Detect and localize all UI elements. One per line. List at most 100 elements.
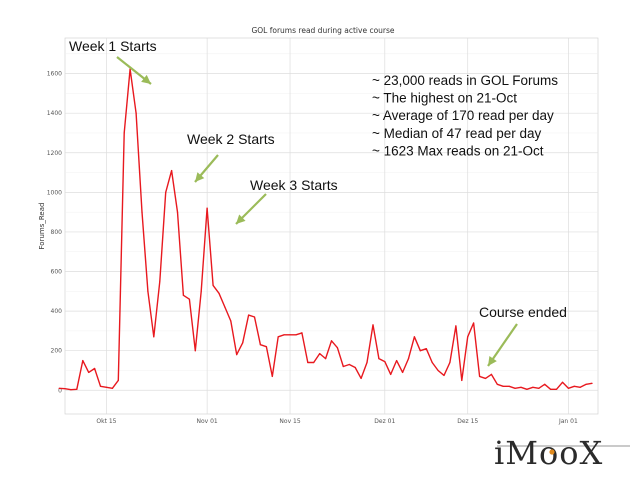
annotation-arrow (235, 193, 267, 225)
annotation-labels: Week 1 Starts Week 2 Starts Week 3 Starts C… (69, 38, 567, 320)
data-point (378, 358, 380, 360)
data-point (224, 306, 226, 308)
data-point (301, 332, 303, 334)
series-points (58, 68, 593, 391)
stat-line: ~ 23,000 reads in GOL Forums (372, 73, 558, 88)
data-point (188, 298, 190, 300)
grid-layer (65, 38, 598, 414)
data-point (58, 387, 60, 389)
data-point (461, 379, 463, 381)
data-point (526, 388, 528, 390)
stat-line: ~ The highest on 21-Oct (372, 91, 517, 106)
data-point (159, 280, 161, 282)
data-point (248, 314, 250, 316)
data-point (171, 170, 173, 172)
data-point (437, 369, 439, 372)
data-point (289, 334, 291, 336)
data-point (473, 322, 475, 324)
data-point (141, 211, 143, 213)
y-axis: 0 200 400 600 800 1000 1200 1400 1600 (47, 71, 62, 395)
data-point (153, 336, 155, 338)
data-point (360, 377, 362, 379)
x-tick-label: Jan 01 (558, 418, 578, 425)
data-point (307, 361, 309, 364)
annotation-label: Week 3 Starts (250, 177, 338, 193)
data-point (259, 344, 261, 346)
data-point (330, 340, 333, 342)
annotation-label: Week 1 Starts (69, 38, 157, 54)
data-point (390, 373, 392, 375)
data-point (336, 347, 338, 349)
y-tick-label: 200 (51, 348, 63, 355)
data-point (277, 336, 279, 338)
data-point (111, 387, 113, 389)
plot-panel (64, 37, 599, 415)
chart-title: GOL forums read during active course (251, 26, 394, 35)
data-point (82, 360, 84, 362)
data-point (182, 294, 184, 296)
y-tick-label: 600 (51, 269, 63, 276)
data-point (538, 387, 540, 389)
data-point (76, 388, 78, 390)
y-tick-label: 1200 (47, 150, 62, 157)
x-tick-label: Dez 15 (457, 418, 478, 425)
data-point (236, 354, 238, 356)
data-point (431, 361, 433, 364)
data-point (253, 316, 256, 318)
data-point (443, 374, 445, 376)
data-point (64, 388, 66, 390)
data-point (135, 112, 137, 114)
data-point (176, 211, 179, 213)
annotation-arrows (116, 56, 518, 367)
data-point (295, 334, 297, 336)
data-point (479, 375, 481, 377)
data-point (402, 371, 404, 373)
data-point (313, 361, 315, 364)
annotation-arrow (487, 323, 518, 367)
data-point (123, 132, 125, 134)
y-tick-label: 1600 (47, 71, 62, 78)
data-point (117, 379, 119, 381)
y-tick-label: 1400 (47, 110, 62, 117)
x-tick-label: Nov 15 (279, 418, 300, 425)
data-point (508, 385, 510, 387)
data-point (88, 371, 90, 373)
stat-line: ~ Median of 47 read per day (372, 126, 541, 141)
data-point (467, 336, 469, 338)
data-point (218, 292, 220, 294)
stat-line: ~ 1623 Max reads on 21-Oct (372, 143, 544, 158)
data-point (591, 382, 593, 384)
data-point (396, 360, 398, 362)
data-point (419, 350, 421, 352)
data-point (413, 336, 415, 338)
data-point (561, 381, 564, 383)
stats-box: ~ 23,000 reads in GOL Forums ~ The highes… (372, 73, 558, 158)
data-point (567, 387, 570, 389)
data-point (319, 353, 321, 355)
annotation-label: Week 2 Starts (187, 131, 275, 147)
data-point (325, 358, 327, 360)
data-point (585, 383, 587, 385)
data-point (242, 342, 244, 344)
data-point (544, 383, 546, 385)
x-tick-label: Okt 15 (96, 418, 116, 425)
data-point (384, 361, 386, 363)
stat-line: ~ Average of 170 read per day (372, 108, 554, 123)
imoox-logo: iMooX (494, 434, 630, 472)
data-point (105, 386, 108, 388)
data-point (455, 325, 457, 327)
y-tick-label: 1000 (47, 189, 62, 196)
data-point (212, 284, 214, 286)
data-point (579, 386, 581, 388)
data-point (348, 363, 350, 366)
data-point (484, 377, 487, 379)
data-point (550, 388, 552, 390)
x-tick-label: Nov 01 (197, 418, 218, 425)
x-axis: Okt 15 Nov 01 Nov 15 Dez 01 Dez 15 Jan 01 (96, 418, 578, 425)
data-point (449, 361, 451, 364)
annotation-arrow (194, 154, 219, 183)
y-axis-label: Forums_Read (38, 203, 46, 250)
annotation-arrow (116, 56, 152, 85)
data-point (514, 387, 516, 389)
data-point (265, 346, 267, 348)
